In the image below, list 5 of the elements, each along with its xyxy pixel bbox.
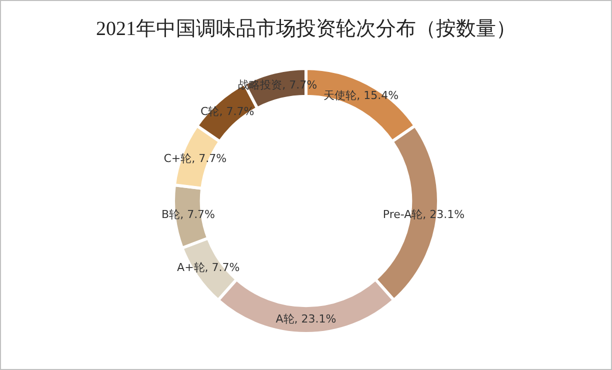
slice-label: B轮, 7.7% — [162, 208, 216, 222]
slice-label: C+轮, 7.7% — [164, 152, 227, 165]
chart-title: 2021年中国调味品市场投资轮次分布（按数量） — [95, 17, 517, 42]
slice-label: A轮, 23.1% — [276, 312, 336, 326]
slice-label: A+轮, 7.7% — [177, 261, 240, 274]
